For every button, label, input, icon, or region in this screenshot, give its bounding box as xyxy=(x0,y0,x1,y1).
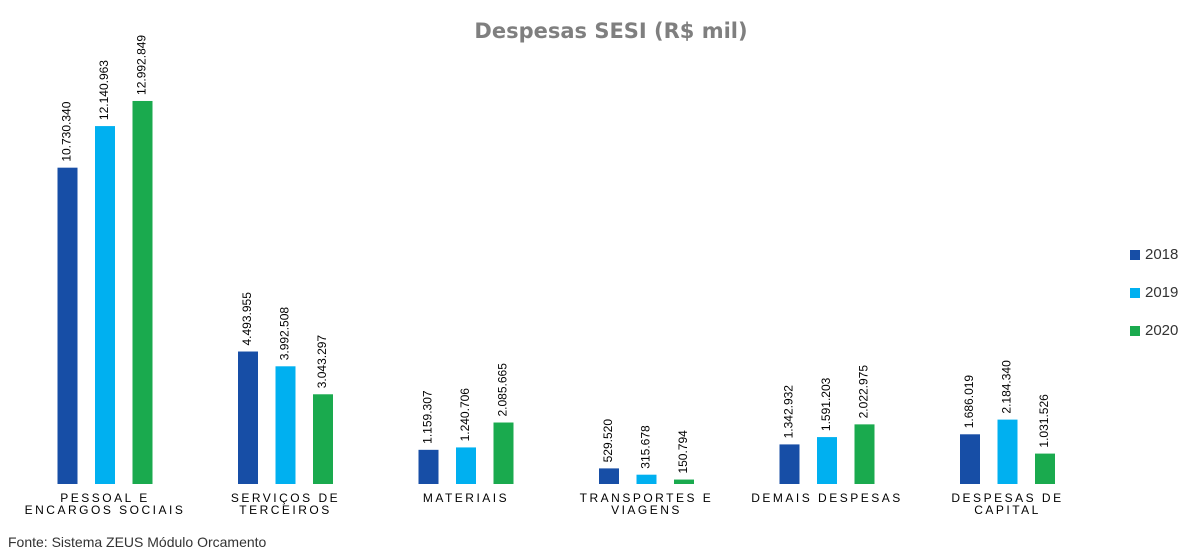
bar xyxy=(57,167,78,485)
source-note: Fonte: Sistema ZEUS Módulo Orcamento xyxy=(8,534,267,550)
value-label: 10.730.340 xyxy=(60,101,74,161)
value-label: 150.794 xyxy=(676,430,690,474)
bar xyxy=(313,394,333,484)
legend-swatch xyxy=(1130,288,1140,298)
x-tick-label: SERVIÇOS DE TERCEIROS xyxy=(230,491,341,517)
x-tick-label: PESSOAL E ENCARGOS SOCIAIS xyxy=(24,491,186,517)
value-label: 2.022.975 xyxy=(857,365,871,419)
value-label: 1.686.019 xyxy=(962,375,976,429)
x-tick-label: DEMAIS DESPESAS xyxy=(751,491,903,505)
bar xyxy=(997,419,1018,484)
x-tick-label: TRANSPORTES E VIAGENS xyxy=(579,491,714,517)
value-label: 315.678 xyxy=(639,425,653,469)
bar xyxy=(418,449,439,484)
bar xyxy=(1035,453,1055,484)
x-tick-label: MATERIAIS xyxy=(422,491,510,505)
bar xyxy=(95,126,115,484)
value-label: 2.085.665 xyxy=(496,363,510,417)
bar xyxy=(960,434,980,484)
legend-label: 2019 xyxy=(1145,284,1178,301)
value-label: 3.043.297 xyxy=(315,335,329,389)
bar xyxy=(779,444,800,484)
bar xyxy=(456,447,476,484)
value-label: 1.240.706 xyxy=(458,388,472,442)
bar xyxy=(275,366,296,484)
bar xyxy=(854,424,875,484)
value-label: 2.184.340 xyxy=(1000,360,1014,414)
x-tick-label: DESPESAS DE CAPITAL xyxy=(951,491,1064,517)
bar xyxy=(238,351,258,484)
value-label: 1.342.932 xyxy=(782,385,796,439)
value-label: 12.992.849 xyxy=(135,35,149,95)
value-label: 1.031.526 xyxy=(1037,394,1051,448)
value-label: 1.591.203 xyxy=(819,377,833,431)
value-label: 12.140.963 xyxy=(97,60,111,120)
bar xyxy=(817,437,837,484)
value-label: 1.159.307 xyxy=(421,390,435,444)
legend-label: 2018 xyxy=(1145,246,1178,263)
value-label: 3.992.508 xyxy=(278,307,292,361)
legend-swatch xyxy=(1130,250,1140,260)
bar xyxy=(599,468,619,484)
bar xyxy=(636,474,657,484)
legend-label: 2020 xyxy=(1145,322,1178,339)
chart-title: Despesas SESI (R$ mil) xyxy=(474,19,747,43)
bar xyxy=(493,422,514,484)
value-label: 4.493.955 xyxy=(240,292,254,346)
legend-swatch xyxy=(1130,326,1140,336)
bar xyxy=(674,479,694,484)
value-label: 529.520 xyxy=(601,419,615,463)
bar xyxy=(132,100,153,484)
